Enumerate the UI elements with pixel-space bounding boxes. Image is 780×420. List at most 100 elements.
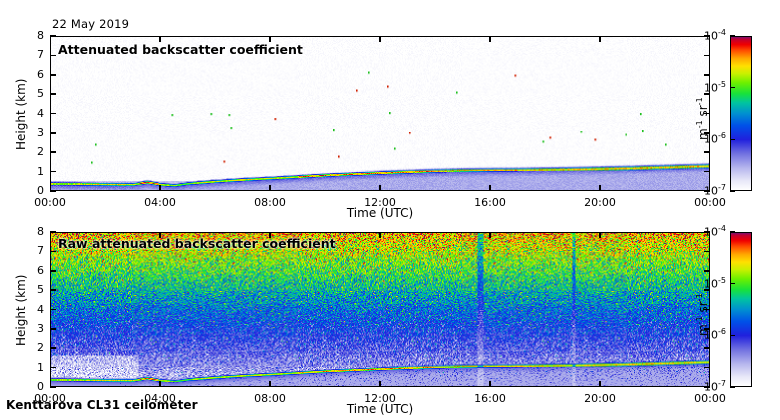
figure-caption: Kenttarova CL31 ceilometer xyxy=(6,398,198,412)
x-tick-label: 00:00 xyxy=(694,196,726,209)
x-tick-label: 12:00 xyxy=(364,392,396,405)
colorbar-axis-label: m-1 sr-1 xyxy=(695,292,710,336)
x-tick-label: 08:00 xyxy=(254,392,286,405)
y-tick-label: 3 xyxy=(37,125,44,139)
x-tick-label: 00:00 xyxy=(34,196,66,209)
colorbar-tick-mark xyxy=(730,231,735,233)
y-tick-label: 8 xyxy=(37,29,44,42)
y-tick-label: 7 xyxy=(37,48,44,62)
colorbar-tick-label: 10-7 xyxy=(704,182,726,198)
colorbar-tick-label: 10-6 xyxy=(704,327,726,342)
y-tick-label: 3 xyxy=(37,321,44,335)
x-tick-label: 04:00 xyxy=(144,392,176,405)
y-tick-mark xyxy=(704,328,710,330)
x-tick-label: 00:00 xyxy=(34,392,66,405)
colorbar-tick-mark xyxy=(730,282,735,285)
colorbar-tick-mark xyxy=(730,86,735,89)
y-tick-label: 5 xyxy=(37,283,44,297)
y-tick-label: 0 xyxy=(37,380,44,393)
y-tick-mark xyxy=(704,308,710,311)
y-tick-mark xyxy=(50,170,56,173)
y-tick-mark xyxy=(704,269,710,272)
x-tick-mark xyxy=(269,381,271,387)
colorbar-tick-mark xyxy=(730,35,735,37)
y-tick-mark xyxy=(704,366,710,369)
y-tick-label: 1 xyxy=(37,164,44,178)
x-tick-label: 08:00 xyxy=(254,196,286,209)
y-axis-label-panel-2: Height (km) xyxy=(14,274,28,346)
y-tick-mark xyxy=(704,386,710,388)
colorbar-gradient xyxy=(730,232,752,387)
y-tick-mark xyxy=(704,73,710,76)
x-tick-mark xyxy=(269,36,271,42)
colorbar-tick-label: 10-5 xyxy=(704,275,726,291)
colorbar-tick-mark xyxy=(730,334,735,337)
y-tick-mark xyxy=(704,54,710,57)
x-tick-mark xyxy=(489,185,491,191)
panel-title-attenuated-backscatter: Attenuated backscatter coefficient xyxy=(58,42,303,57)
y-tick-mark xyxy=(50,151,56,154)
y-tick-mark xyxy=(704,93,710,95)
y-tick-mark xyxy=(704,151,710,154)
colorbar-tick-label: 10-5 xyxy=(704,79,726,95)
y-tick-mark xyxy=(50,366,56,369)
x-tick-label: 20:00 xyxy=(584,392,616,405)
x-tick-mark xyxy=(599,36,601,42)
plot-area-attenuated-backscatter[interactable] xyxy=(50,36,710,191)
panel-title-raw-attenuated-backscatter: Raw attenuated backscatter coefficient xyxy=(58,236,336,251)
y-tick-mark xyxy=(50,112,56,115)
x-tick-mark xyxy=(269,232,271,238)
x-tick-mark xyxy=(159,232,161,238)
y-tick-mark xyxy=(704,190,710,192)
x-tick-mark xyxy=(489,381,491,387)
y-tick-label: 6 xyxy=(37,263,44,277)
y-tick-label: 8 xyxy=(37,225,44,238)
y-tick-mark xyxy=(50,73,56,76)
y-tick-mark xyxy=(50,35,56,37)
y-tick-mark xyxy=(50,132,56,134)
y-tick-mark xyxy=(704,132,710,134)
y-tick-mark xyxy=(704,112,710,115)
x-tick-mark xyxy=(599,232,601,238)
y-tick-mark xyxy=(704,35,710,37)
y-tick-mark xyxy=(50,347,56,350)
y-tick-label: 2 xyxy=(37,341,44,355)
x-tick-mark xyxy=(489,36,491,42)
x-tick-mark xyxy=(269,185,271,191)
y-tick-mark xyxy=(50,289,56,291)
x-tick-label: 16:00 xyxy=(474,196,506,209)
colorbar-tick-label: 10-4 xyxy=(704,27,726,43)
y-tick-label: 7 xyxy=(37,244,44,258)
x-tick-mark xyxy=(599,381,601,387)
x-tick-mark xyxy=(379,185,381,191)
date-label: 22 May 2019 xyxy=(52,17,130,31)
colorbar-gradient xyxy=(730,36,752,191)
y-tick-mark xyxy=(50,231,56,233)
y-tick-mark xyxy=(704,347,710,350)
colorbar-tick-label: 10-6 xyxy=(704,131,726,146)
y-tick-label: 4 xyxy=(37,106,44,120)
y-tick-mark xyxy=(50,269,56,272)
x-tick-label: 20:00 xyxy=(584,196,616,209)
y-tick-mark xyxy=(704,250,710,253)
x-tick-mark xyxy=(599,185,601,191)
y-tick-mark xyxy=(50,190,56,192)
x-tick-label: 16:00 xyxy=(474,392,506,405)
y-tick-mark xyxy=(704,170,710,173)
y-tick-mark xyxy=(50,328,56,330)
x-tick-mark xyxy=(489,232,491,238)
x-tick-mark xyxy=(159,36,161,42)
y-tick-label: 0 xyxy=(37,184,44,197)
x-tick-mark xyxy=(379,36,381,42)
x-tick-label: 04:00 xyxy=(144,196,176,209)
colorbar-tick-label: 10-7 xyxy=(704,378,726,394)
x-tick-label: 00:00 xyxy=(694,392,726,405)
x-tick-label: 12:00 xyxy=(364,196,396,209)
colorbar-tick-mark xyxy=(730,138,735,141)
y-tick-mark xyxy=(50,308,56,311)
y-tick-mark xyxy=(50,93,56,95)
y-tick-label: 5 xyxy=(37,87,44,101)
y-axis-label-panel-1: Height (km) xyxy=(14,78,28,150)
plot-area-raw-attenuated-backscatter[interactable] xyxy=(50,232,710,387)
